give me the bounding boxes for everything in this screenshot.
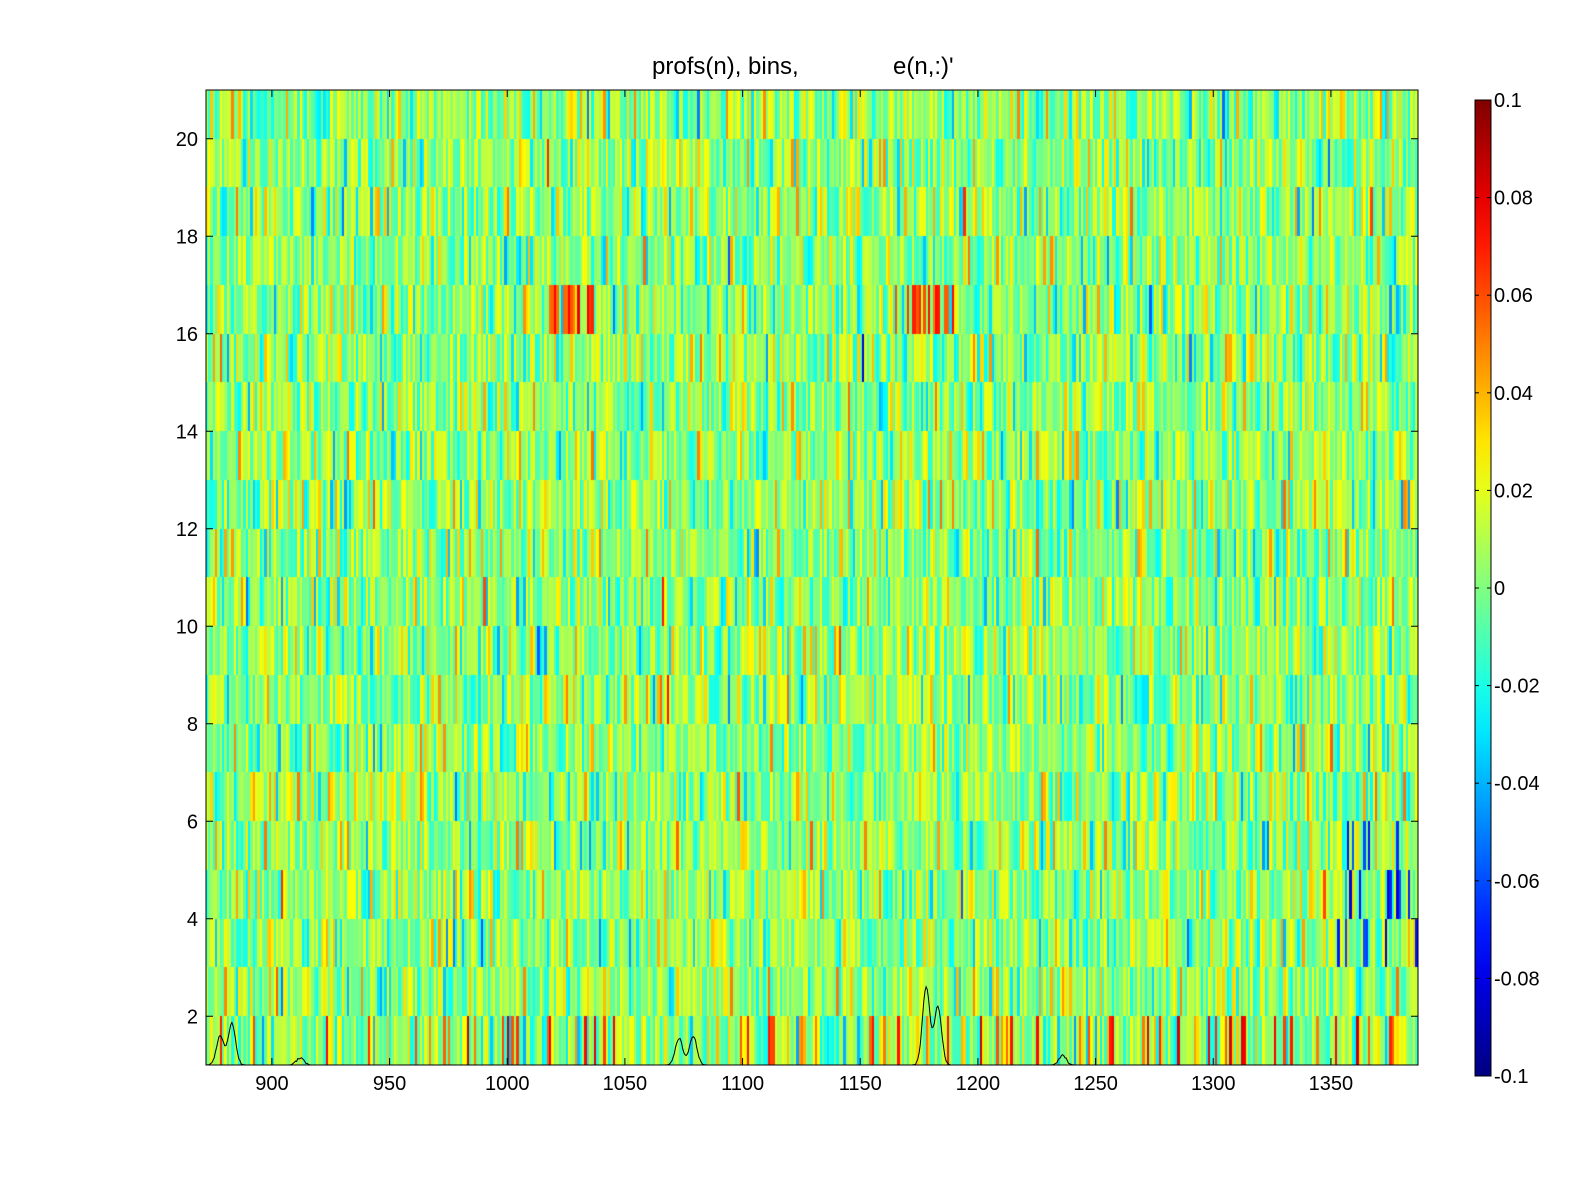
x-tick-label: 900: [255, 1073, 288, 1095]
colorbar-tick-label: 0.04: [1494, 383, 1533, 405]
x-tick-label: 1200: [956, 1073, 1001, 1095]
y-tick-label: 14: [176, 421, 198, 443]
x-tick-label: 1300: [1191, 1073, 1236, 1095]
heatmap-image: [206, 90, 1418, 1065]
overlay-line-group: [205, 985, 1418, 1066]
x-tick-label: 950: [373, 1073, 406, 1095]
y-tick-label: 4: [187, 909, 198, 931]
colorbar: 0.1 0.08 0.06 0.04 0.02 0 -0.02 -0.04 -0.06 -0.08…: [1474, 90, 1540, 1088]
chart-title: profs(n), bins, e(n,:)': [652, 53, 954, 80]
x-tick-label: 1000: [485, 1073, 530, 1095]
y-tick-label: 20: [176, 129, 198, 151]
colorbar-tick-label: -0.04: [1494, 773, 1540, 795]
x-tick-label: 1250: [1073, 1073, 1118, 1095]
y-tick-label: 10: [176, 616, 198, 638]
colorbar-tick-label: -0.08: [1494, 968, 1540, 990]
colorbar-tick-label: -0.1: [1494, 1066, 1528, 1088]
colorbar-tick-label: -0.06: [1494, 871, 1540, 893]
y-tick-label: 2: [187, 1006, 198, 1028]
y-tick-label: 12: [176, 519, 198, 541]
colorbar-tick-label: 0.06: [1494, 285, 1533, 307]
colorbar-tick-label: 0: [1494, 578, 1505, 600]
chart-title-part-1: profs(n), bins,: [652, 53, 799, 80]
x-axis: 900 950 1000 1050 1100 1150 1200 1250 1300 1350: [255, 90, 1353, 1095]
y-tick-label: 8: [187, 714, 198, 736]
chart-title-part-2: e(n,:)': [893, 53, 954, 80]
x-tick-label: 1100: [721, 1073, 764, 1095]
x-tick-label: 1150: [839, 1073, 882, 1095]
y-axis: 2 4 6 8 10 12 14 16 18 20: [176, 129, 1418, 1028]
y-tick-label: 16: [176, 324, 198, 346]
y-tick-label: 18: [176, 226, 198, 248]
y-tick-label: 6: [187, 811, 198, 833]
colorbar-tick-label: 0.02: [1494, 480, 1533, 502]
colorbar-tick-label: 0.08: [1494, 188, 1533, 210]
colorbar-tick-label: 0.1: [1494, 90, 1522, 112]
colorbar-tick-label: -0.02: [1494, 676, 1540, 698]
axes-frame: [205, 89, 1419, 1066]
x-tick-label: 1350: [1309, 1073, 1354, 1095]
overlay-line: [205, 985, 1418, 1066]
x-tick-label: 1050: [603, 1073, 648, 1095]
